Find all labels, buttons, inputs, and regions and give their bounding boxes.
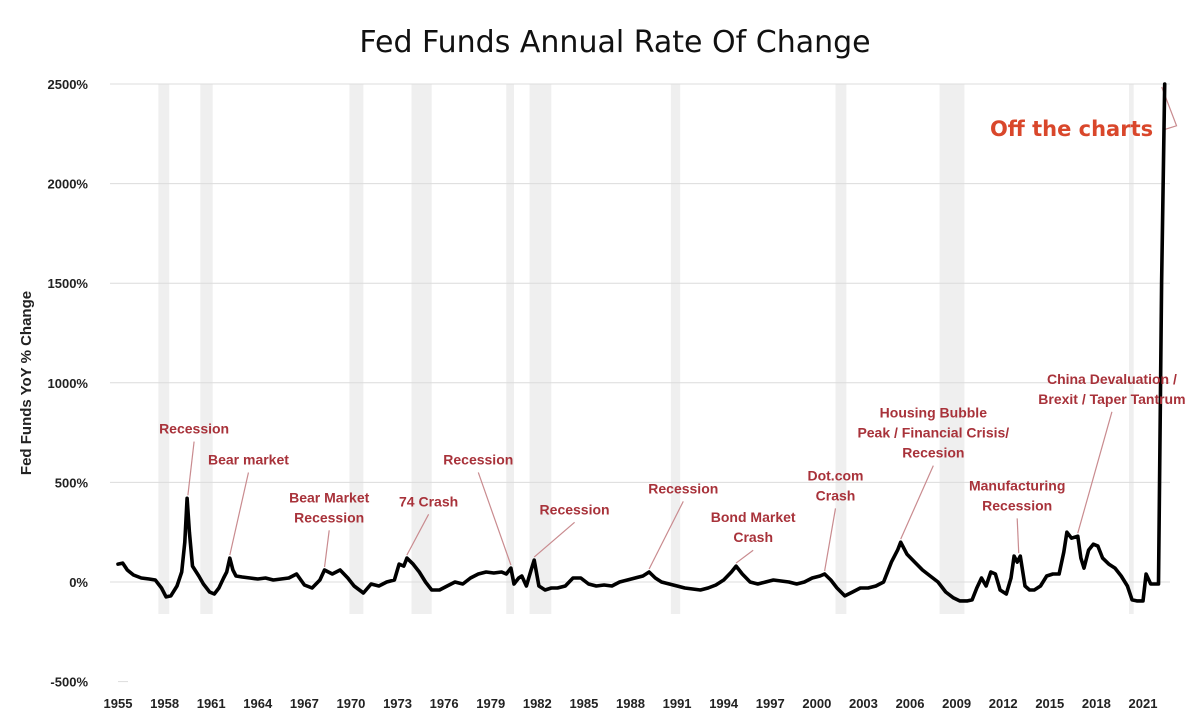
annotation-leader — [533, 521, 575, 558]
recession-band — [200, 84, 213, 614]
y-tick-label: 500% — [55, 475, 89, 490]
annotation: Bear market — [208, 451, 289, 467]
x-axis: 1955 1958 1961 1964 1967 1970 1973 1976 1979 1982… — [104, 696, 1158, 711]
annotation-label: Crash — [816, 487, 856, 503]
annotation-leader — [187, 441, 195, 496]
annotation-leader — [229, 472, 250, 556]
annotations: Recession Bear market Bear Market Recession… — [159, 117, 1185, 545]
annotation-label: Recession — [648, 480, 718, 496]
x-tick-label: 2006 — [896, 696, 925, 711]
x-tick-label: 2003 — [849, 696, 878, 711]
recession-band — [411, 84, 432, 614]
y-tick-label: 1000% — [48, 376, 89, 391]
y-axis-label: Fed Funds YoY % Change — [18, 291, 35, 475]
annotation: Dot.com Crash — [807, 467, 863, 503]
x-tick-label: 1988 — [616, 696, 645, 711]
annotation-label: Crash — [733, 529, 773, 545]
x-tick-label: 1958 — [150, 696, 179, 711]
annotation-label: Recession — [294, 509, 364, 525]
y-axis: -500% 0% 500% 1000% 1500% 2000% 2500% — [48, 77, 89, 690]
annotation-label: Bear Market — [289, 489, 369, 505]
x-tick-label: 1967 — [290, 696, 319, 711]
x-tick-label: 1997 — [756, 696, 785, 711]
x-tick-label: 2012 — [989, 696, 1018, 711]
x-tick-label: 1955 — [104, 696, 133, 711]
annotation-label: Recesion — [902, 445, 964, 461]
recession-band — [349, 84, 364, 614]
annotation-leader — [323, 530, 330, 568]
callout-label: Off the charts — [990, 117, 1153, 141]
annotation: Recession — [443, 451, 513, 467]
annotation-label: Peak / Financial Crisis/ — [857, 425, 1009, 441]
annotation-leader — [406, 514, 430, 556]
recession-band — [529, 84, 552, 614]
x-tick-label: 2000 — [802, 696, 831, 711]
x-tick-label: 2015 — [1035, 696, 1064, 711]
chart-title: Fed Funds Annual Rate Of Change — [359, 25, 870, 60]
x-tick-label: 1973 — [383, 696, 412, 711]
annotation-leader — [648, 501, 684, 570]
y-tick-label: 2000% — [48, 177, 89, 192]
x-tick-label: 1991 — [663, 696, 692, 711]
annotation-label: Recession — [443, 451, 513, 467]
x-tick-label: 2018 — [1082, 696, 1111, 711]
annotation-label: Bear market — [208, 451, 289, 467]
annotation-label: Dot.com — [807, 467, 863, 483]
annotation-leader — [1016, 518, 1020, 554]
annotation: Manufacturing Recession — [969, 477, 1065, 513]
recession-band — [158, 84, 170, 614]
x-tick-label: 1985 — [569, 696, 598, 711]
x-tick-label: 1982 — [523, 696, 552, 711]
x-tick-label: 2009 — [942, 696, 971, 711]
y-tick-label: -500% — [50, 675, 88, 690]
annotation: Recession — [159, 421, 229, 437]
annotation-label: China Devaluation / — [1047, 371, 1177, 387]
y-tick-label: 2500% — [48, 77, 89, 92]
recession-band — [939, 84, 965, 614]
recession-band — [1129, 84, 1134, 614]
x-tick-label: 1979 — [476, 696, 505, 711]
x-tick-label: 1976 — [430, 696, 459, 711]
annotation-label: Recession — [982, 497, 1052, 513]
annotation-leader — [900, 465, 934, 540]
recession-band — [670, 84, 681, 614]
recession-bands — [158, 84, 1134, 614]
x-tick-label: 1970 — [336, 696, 365, 711]
annotation: Recession — [648, 480, 718, 496]
annotation: Recession — [540, 501, 610, 517]
annotation-label: Brexit / Taper Tantrum — [1038, 391, 1185, 407]
annotation-label: Manufacturing — [969, 477, 1065, 493]
callout-leader — [1161, 86, 1178, 131]
x-tick-label: 1994 — [709, 696, 739, 711]
annotation-label: Housing Bubble — [880, 405, 988, 421]
annotation-leader — [477, 472, 512, 566]
annotation-label: Recession — [540, 501, 610, 517]
x-tick-label: 1964 — [243, 696, 273, 711]
y-tick-label: 1500% — [48, 276, 89, 291]
recession-band — [506, 84, 515, 614]
annotation-label: Recession — [159, 421, 229, 437]
series-line-fed-funds — [116, 82, 1167, 603]
annotation: Bear Market Recession — [289, 489, 369, 525]
x-tick-label: 2021 — [1129, 696, 1158, 711]
annotation: 74 Crash — [399, 493, 458, 509]
annotation-label: Bond Market — [711, 509, 796, 525]
y-tick-label: 0% — [69, 575, 88, 590]
annotation-leaders — [187, 86, 1178, 572]
x-tick-label: 1961 — [197, 696, 226, 711]
annotation-label: 74 Crash — [399, 493, 458, 509]
annotation-leader — [735, 549, 754, 564]
recession-band — [835, 84, 847, 614]
gridlines — [110, 83, 1170, 683]
annotation: Bond Market Crash — [711, 509, 796, 545]
annotation-leader — [824, 508, 837, 572]
annotation: Housing Bubble Peak / Financial Crisis/Re… — [857, 405, 1009, 461]
annotation: China Devaluation / Brexit / Taper Tantru… — [1038, 371, 1185, 407]
annotation-leader — [1077, 411, 1113, 534]
